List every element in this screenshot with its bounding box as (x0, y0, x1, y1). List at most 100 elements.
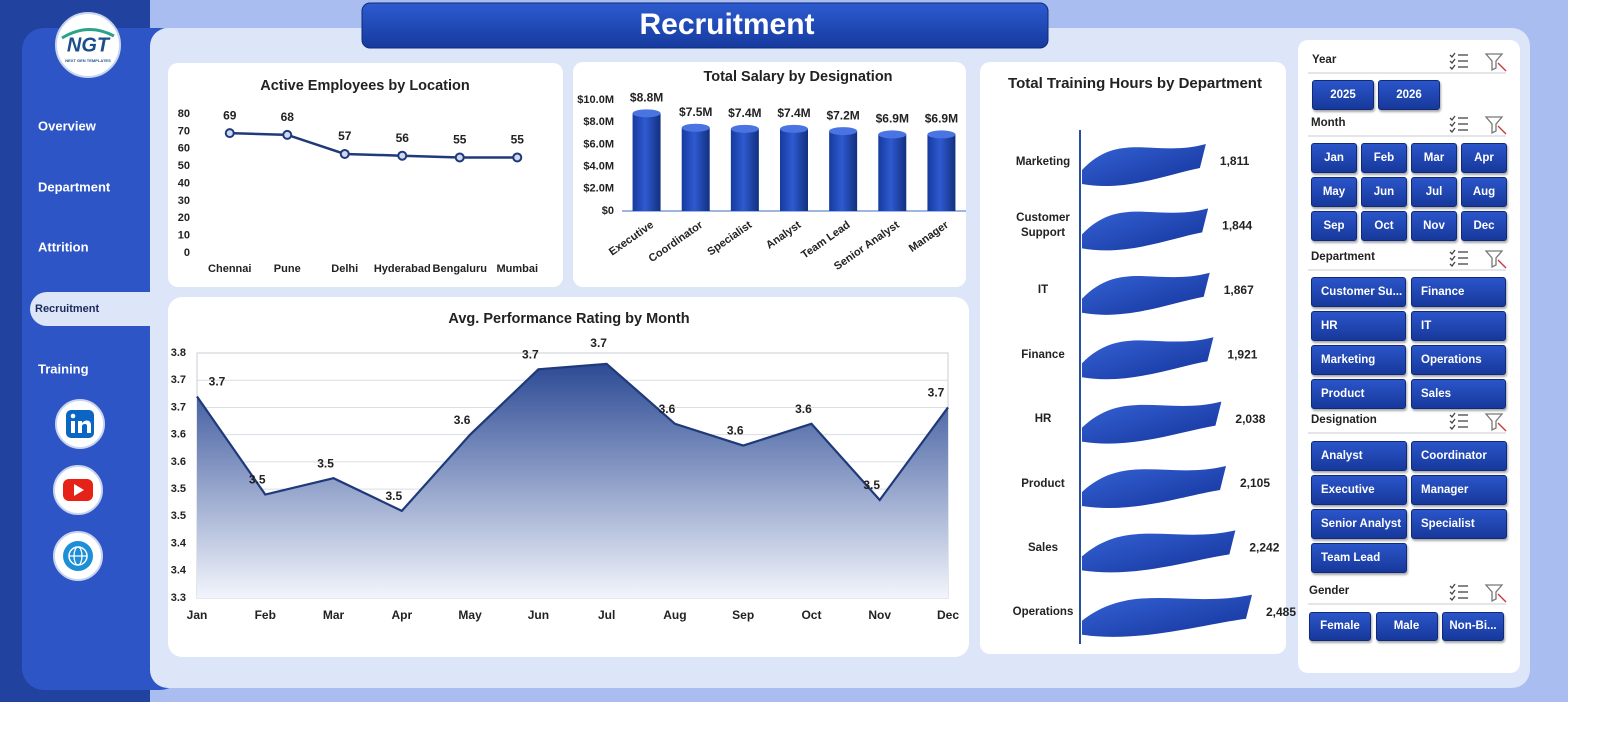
x-tick-label: Bengaluru (433, 263, 487, 275)
y-tick-label: 20 (178, 212, 190, 224)
slicer-button[interactable]: Nov (1411, 211, 1457, 241)
slicer-button[interactable]: May (1311, 177, 1357, 207)
nav-item[interactable]: Attrition (38, 239, 89, 254)
data-label: 3.5 (317, 456, 334, 470)
slicer-button[interactable]: Apr (1461, 143, 1507, 173)
nav-item[interactable]: Overview (38, 118, 97, 133)
slicer-button[interactable]: 2025 (1312, 80, 1374, 110)
slicer-button[interactable]: Customer Su... (1311, 277, 1406, 307)
linkedin-icon[interactable] (55, 399, 105, 449)
y-tick-label: 10 (178, 230, 190, 242)
icon-part (1449, 255, 1456, 261)
icon-part (1449, 52, 1456, 58)
bar-cap (730, 124, 759, 133)
nav-item[interactable]: Recruitment (35, 303, 100, 315)
slicer-button[interactable]: Oct (1361, 211, 1407, 241)
slicer-button[interactable]: Feb (1361, 143, 1407, 173)
nav-item[interactable]: Department (38, 179, 111, 194)
data-label: 2,242 (1249, 541, 1279, 555)
slicer-button[interactable]: Coordinator (1411, 441, 1507, 471)
data-label: $6.9M (925, 112, 958, 126)
slicer-button[interactable]: Team Lead (1311, 543, 1407, 573)
point (512, 152, 523, 163)
y-tick-label: Finance (1021, 348, 1065, 361)
slicer-button[interactable]: Jan (1311, 143, 1357, 173)
slicer-button[interactable]: Sales (1411, 379, 1506, 409)
point (397, 150, 408, 161)
slicer-button[interactable]: Senior Analyst (1311, 509, 1407, 539)
y-tick-label: HR (1034, 413, 1052, 426)
slicer-button[interactable]: IT (1411, 311, 1506, 341)
bar (927, 134, 956, 211)
icon-part (1484, 116, 1504, 135)
data-label: 1,867 (1224, 283, 1254, 297)
slicer-button[interactable]: HR (1311, 311, 1406, 341)
y-tick-label: 50 (178, 160, 190, 172)
slicer-button[interactable]: Dec (1461, 211, 1507, 241)
slicer-button[interactable]: Manager (1411, 475, 1507, 505)
slicer-button[interactable]: Female (1309, 612, 1371, 641)
nav-item[interactable]: Training (38, 361, 89, 376)
chart-title: Total Salary by Designation (703, 69, 892, 85)
slicer-button[interactable]: Sep (1311, 211, 1357, 241)
web-icon[interactable] (53, 531, 103, 581)
clear-filter-icon[interactable] (1484, 53, 1507, 72)
data-label: 3.7 (590, 336, 607, 350)
bar (1082, 337, 1214, 380)
slicer-button[interactable]: Executive (1311, 475, 1407, 505)
slicer-button[interactable]: Product (1311, 379, 1406, 409)
slicer-button[interactable]: Mar (1411, 143, 1457, 173)
multi-select-icon[interactable] (1449, 115, 1468, 133)
youtube-icon[interactable] (53, 465, 103, 515)
data-label: 55 (511, 133, 525, 147)
y-tick-label: $6.0M (583, 138, 614, 150)
y-tick-label: 3.6 (171, 429, 186, 441)
clear-filter-icon[interactable] (1484, 116, 1507, 135)
clear-filter-icon[interactable] (1484, 250, 1507, 269)
data-label: $8.8M (630, 90, 663, 104)
slicer-button[interactable]: Jul (1411, 177, 1457, 207)
multi-select-icon[interactable] (1449, 583, 1468, 601)
y-tick-label: 0 (184, 247, 190, 259)
chart-title: Active Employees by Location (260, 78, 470, 94)
slicer-button[interactable]: Finance (1411, 277, 1506, 307)
chart-title: Avg. Performance Rating by Month (448, 311, 689, 327)
bar (1082, 272, 1210, 315)
multi-select-icon[interactable] (1449, 412, 1468, 430)
icon-part (1449, 261, 1456, 267)
y-tick-label: 3.7 (171, 374, 186, 386)
x-tick-label: Dec (937, 608, 959, 622)
icon-part (1497, 62, 1507, 72)
data-label: 3.5 (249, 473, 266, 487)
x-tick-label: Pune (274, 263, 301, 275)
slicer-button[interactable]: Jun (1361, 177, 1407, 207)
multi-select-icon[interactable] (1449, 249, 1468, 267)
slicer-button[interactable]: Marketing (1311, 345, 1406, 375)
slicer-button[interactable]: Operations (1411, 345, 1506, 375)
data-label: $6.9M (876, 112, 909, 126)
x-tick-label: Jul (598, 608, 615, 622)
data-label: 3.6 (727, 424, 744, 438)
slicer-button[interactable]: Analyst (1311, 441, 1407, 471)
bar-cap (681, 123, 710, 132)
clear-filter-icon[interactable] (1484, 413, 1507, 432)
icon-part (1449, 412, 1456, 418)
slicer-title: Department (1311, 251, 1375, 263)
slicer-button[interactable]: Specialist (1411, 509, 1507, 539)
point (454, 152, 465, 163)
slicer-button[interactable]: Aug (1461, 177, 1507, 207)
bar-cap (927, 130, 956, 139)
slicer-button[interactable]: 2026 (1378, 80, 1440, 110)
x-tick-label: Chennai (208, 263, 251, 275)
slicer-button[interactable]: Non-Bi... (1442, 612, 1504, 641)
slicer-title: Year (1312, 54, 1337, 66)
clear-filter-icon[interactable] (1484, 584, 1507, 603)
y-tick-label: 80 (178, 108, 190, 120)
logo-circle (55, 12, 121, 78)
icon-part (1484, 250, 1504, 269)
multi-select-icon[interactable] (1449, 52, 1468, 70)
x-tick-label: Oct (801, 608, 821, 622)
slicer-button[interactable]: Male (1375, 612, 1438, 641)
data-label: 3.7 (928, 386, 945, 400)
